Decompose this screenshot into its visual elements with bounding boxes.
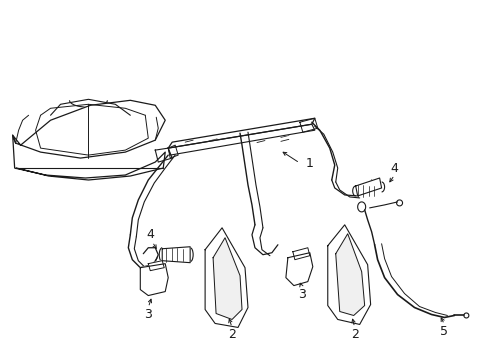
Polygon shape <box>13 135 165 180</box>
Text: 4: 4 <box>146 228 154 241</box>
Polygon shape <box>335 234 364 315</box>
Text: 3: 3 <box>144 308 152 321</box>
Polygon shape <box>168 118 314 148</box>
Polygon shape <box>155 148 172 162</box>
Text: 4: 4 <box>390 162 398 175</box>
Polygon shape <box>299 118 317 132</box>
Polygon shape <box>292 248 309 260</box>
Polygon shape <box>213 238 242 319</box>
Polygon shape <box>162 247 190 263</box>
Polygon shape <box>168 124 314 155</box>
Text: 5: 5 <box>440 325 447 338</box>
Text: 1: 1 <box>305 157 313 170</box>
Polygon shape <box>168 145 178 158</box>
Polygon shape <box>285 253 312 285</box>
Polygon shape <box>204 228 247 328</box>
Polygon shape <box>13 100 165 158</box>
Polygon shape <box>148 261 164 271</box>
Polygon shape <box>355 178 381 196</box>
Text: 2: 2 <box>350 328 358 341</box>
Polygon shape <box>140 264 168 296</box>
Text: 2: 2 <box>227 328 236 341</box>
Polygon shape <box>327 225 370 324</box>
Text: 3: 3 <box>297 288 305 301</box>
